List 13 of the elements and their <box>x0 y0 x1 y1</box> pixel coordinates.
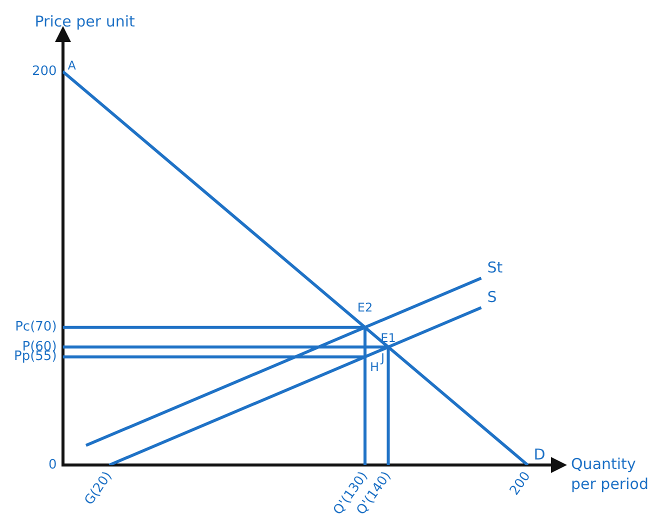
x-axis-title: Quantity per period <box>571 455 648 493</box>
series-label: St <box>487 258 503 277</box>
y-axis-title: Price per unit <box>34 12 136 30</box>
y-tick-label: Pc(70) <box>15 320 57 335</box>
annotation: J <box>380 351 385 366</box>
annotation: A <box>68 58 77 72</box>
annotation: H <box>370 360 380 374</box>
y-tick-label: 0 <box>48 457 57 472</box>
annotation: E2 <box>357 300 373 314</box>
series-label: D <box>534 446 546 464</box>
series-label: S <box>487 288 497 306</box>
y-tick-label: 200 <box>32 64 57 79</box>
y-tick-label: Pp(55) <box>14 349 57 364</box>
